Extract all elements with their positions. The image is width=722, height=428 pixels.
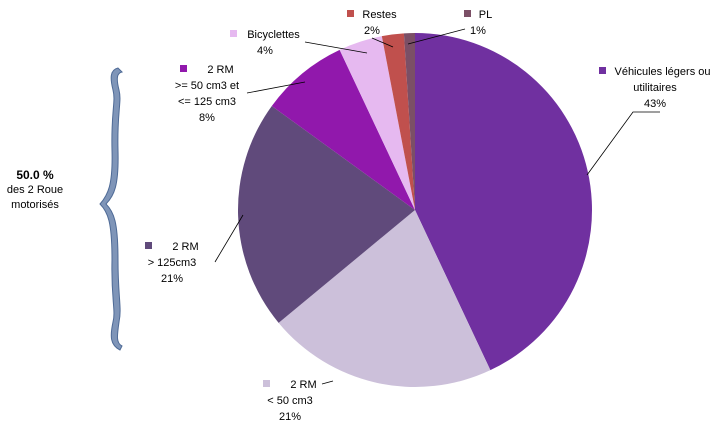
category-label: 2 RM < 50 cm3 (267, 379, 317, 407)
slice-label: Bicyclettes 4% (215, 27, 315, 59)
category-label: 2 RM > 125cm3 (147, 241, 199, 269)
slice-label: Véhicules légers ou utilitaires 43% (590, 64, 720, 112)
annotation-text: des 2 Roue motorisés (6, 184, 64, 211)
legend-swatch (230, 30, 238, 37)
leader-line (321, 380, 334, 385)
annotation: 50.0 % des 2 Roue motorisés (0, 168, 70, 213)
slice-label: PL 1% (450, 7, 506, 39)
leader-line (407, 28, 466, 45)
slice-label: 2 RM < 50 cm3 21% (261, 377, 319, 425)
pie-slice (278, 210, 491, 388)
leader-line (586, 111, 660, 176)
pie-slice (403, 33, 415, 210)
value-label: 21% (160, 273, 184, 285)
pie-slice (415, 33, 592, 371)
brace (99, 67, 124, 351)
value-label: 4% (257, 45, 273, 57)
legend-swatch (463, 10, 471, 17)
leader-line (214, 214, 244, 263)
category-label: Véhicules légers ou utilitaires (614, 66, 711, 94)
category-label: Bicyclettes (247, 29, 300, 41)
value-label: 2% (364, 25, 380, 37)
value-label: 43% (643, 98, 667, 110)
value-label: 8% (199, 112, 215, 124)
leader-line (304, 41, 368, 54)
leader-line (246, 81, 306, 94)
leader-line (371, 37, 394, 48)
legend-swatch (263, 380, 271, 387)
slice-label: 2 RM >= 50 cm3 et <= 125 cm3 8% (174, 62, 240, 126)
pie-slice (381, 33, 415, 210)
legend-swatch (145, 242, 153, 249)
pie-slice (238, 105, 415, 323)
legend-swatch (599, 67, 607, 74)
category-label: PL (478, 9, 493, 21)
category-label: 2 RM >= 50 cm3 et <= 125 cm3 (174, 64, 240, 108)
pie-slice (271, 49, 415, 210)
value-label: 1% (470, 25, 486, 37)
category-label: Restes (362, 9, 397, 21)
legend-swatch (180, 65, 188, 72)
annotation-value: 50.0 % (16, 168, 54, 182)
pie-slice (339, 36, 415, 210)
slice-label: 2 RM > 125cm3 21% (143, 239, 201, 287)
value-label: 21% (278, 411, 302, 423)
legend-swatch (347, 10, 355, 17)
slice-label: Restes 2% (340, 7, 404, 39)
